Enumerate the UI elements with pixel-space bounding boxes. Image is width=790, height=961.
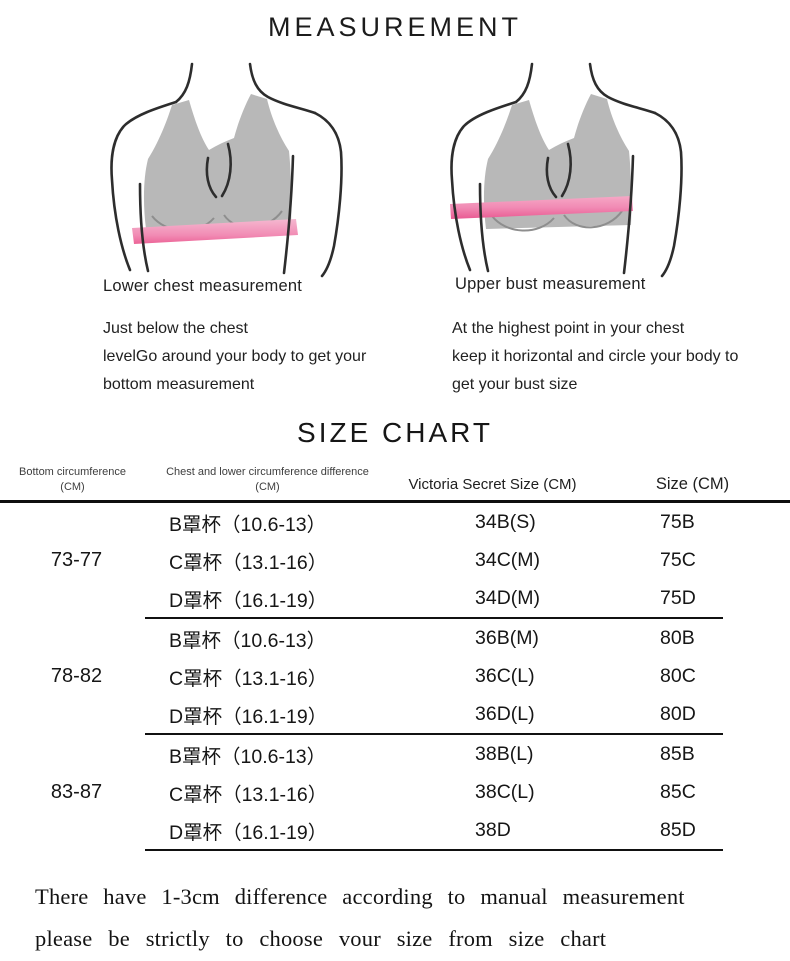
size-cell: 85B: [660, 742, 695, 765]
table-group-83-87: 83-87 B罩杯（10.6-13） 38B(L) 85B C罩杯（13.1-1…: [0, 735, 790, 849]
column-header-bottom-circumference: Bottom circumference (CM): [19, 466, 126, 493]
cup-cell: D罩杯（16.1-19）: [169, 821, 328, 844]
description-lower-chest: Just below the chest levelGo around your…: [103, 315, 433, 399]
header-rule: [0, 500, 790, 503]
bra-shape: [483, 94, 632, 229]
size-cell: 80B: [660, 626, 695, 649]
desc-line: get your bust size: [452, 376, 578, 393]
vs-size-cell: 36C(L): [475, 664, 535, 687]
vs-size-cell: 38B(L): [475, 742, 534, 765]
vs-size-cell: 34B(S): [475, 510, 536, 533]
disclaimer-line: please be strictly to choose vour size f…: [35, 926, 607, 951]
size-cell: 80C: [660, 664, 696, 687]
vs-size-cell: 34C(M): [475, 548, 541, 571]
vs-size-cell: 38C(L): [475, 780, 535, 803]
desc-line: bottom measurement: [103, 376, 255, 393]
cup-cell: C罩杯（13.1-16）: [169, 551, 328, 574]
torso-illustration-upper-bust: [450, 62, 683, 278]
column-header-difference: Chest and lower circumference difference…: [166, 466, 369, 493]
group-divider: [145, 617, 723, 619]
size-chart-table: Bottom circumference (CM) Chest and lowe…: [0, 458, 790, 851]
size-cell: 80D: [660, 702, 696, 725]
group-divider: [145, 733, 723, 735]
size-cell: 75C: [660, 548, 696, 571]
table-group-73-77: 73-77 B罩杯（10.6-13） 34B(S) 75B C罩杯（13.1-1…: [0, 503, 790, 617]
desc-line: keep it horizontal and circle your body …: [452, 348, 739, 365]
desc-line: Just below the chest: [103, 320, 248, 337]
size-cell: 85D: [660, 818, 696, 841]
bottom-circumference-value: 73-77: [50, 548, 103, 571]
size-cell: 75B: [660, 510, 695, 533]
torso-illustration-lower-chest: [110, 62, 343, 278]
page-title: MEASUREMENT: [267, 12, 522, 42]
vs-size-cell: 38D: [475, 818, 511, 841]
bra-shape: [143, 94, 292, 229]
table-header-row: Bottom circumference (CM) Chest and lowe…: [0, 458, 790, 500]
column-header-size: Size (CM): [655, 475, 730, 493]
bottom-circumference-value: 78-82: [50, 664, 103, 687]
bra-underwire-lines: [491, 210, 623, 232]
caption-lower-chest: Lower chest measurement: [103, 277, 303, 295]
table-group-78-82: 78-82 B罩杯（10.6-13） 36B(M) 80B C罩杯（13.1-1…: [0, 619, 790, 733]
description-upper-bust: At the highest point in your chest keep …: [452, 315, 790, 399]
measure-band-lower: [132, 219, 298, 244]
desc-line: levelGo around your body to get your: [103, 348, 367, 365]
size-cell: 75D: [660, 586, 696, 609]
table-bottom-rule: [145, 849, 723, 851]
cup-cell: B罩杯（10.6-13）: [169, 629, 327, 652]
disclaimer-line: There have 1-3cm difference according to…: [35, 884, 685, 909]
cup-cell: D罩杯（16.1-19）: [169, 705, 328, 728]
cup-cell: B罩杯（10.6-13）: [169, 745, 327, 768]
vs-size-cell: 34D(M): [475, 586, 541, 609]
caption-upper-bust: Upper bust measurement: [455, 275, 646, 293]
desc-line: At the highest point in your chest: [452, 320, 685, 337]
size-cell: 85C: [660, 780, 696, 803]
size-chart-title: SIZE CHART: [297, 417, 493, 448]
vs-size-cell: 36D(L): [475, 702, 535, 725]
cup-cell: B罩杯（10.6-13）: [169, 513, 327, 536]
torso-outline: [110, 62, 343, 278]
measurement-disclaimer: There have 1-3cm difference according to…: [35, 876, 765, 960]
bottom-circumference-value: 83-87: [50, 780, 103, 803]
torso-outline: [450, 62, 683, 278]
column-header-victoria-secret-size: Victoria Secret Size (CM): [408, 476, 577, 493]
cup-cell: C罩杯（13.1-16）: [169, 667, 328, 690]
cup-cell: D罩杯（16.1-19）: [169, 589, 328, 612]
cup-cell: C罩杯（13.1-16）: [169, 783, 328, 806]
measure-band-upper: [450, 196, 633, 219]
vs-size-cell: 36B(M): [475, 626, 539, 649]
